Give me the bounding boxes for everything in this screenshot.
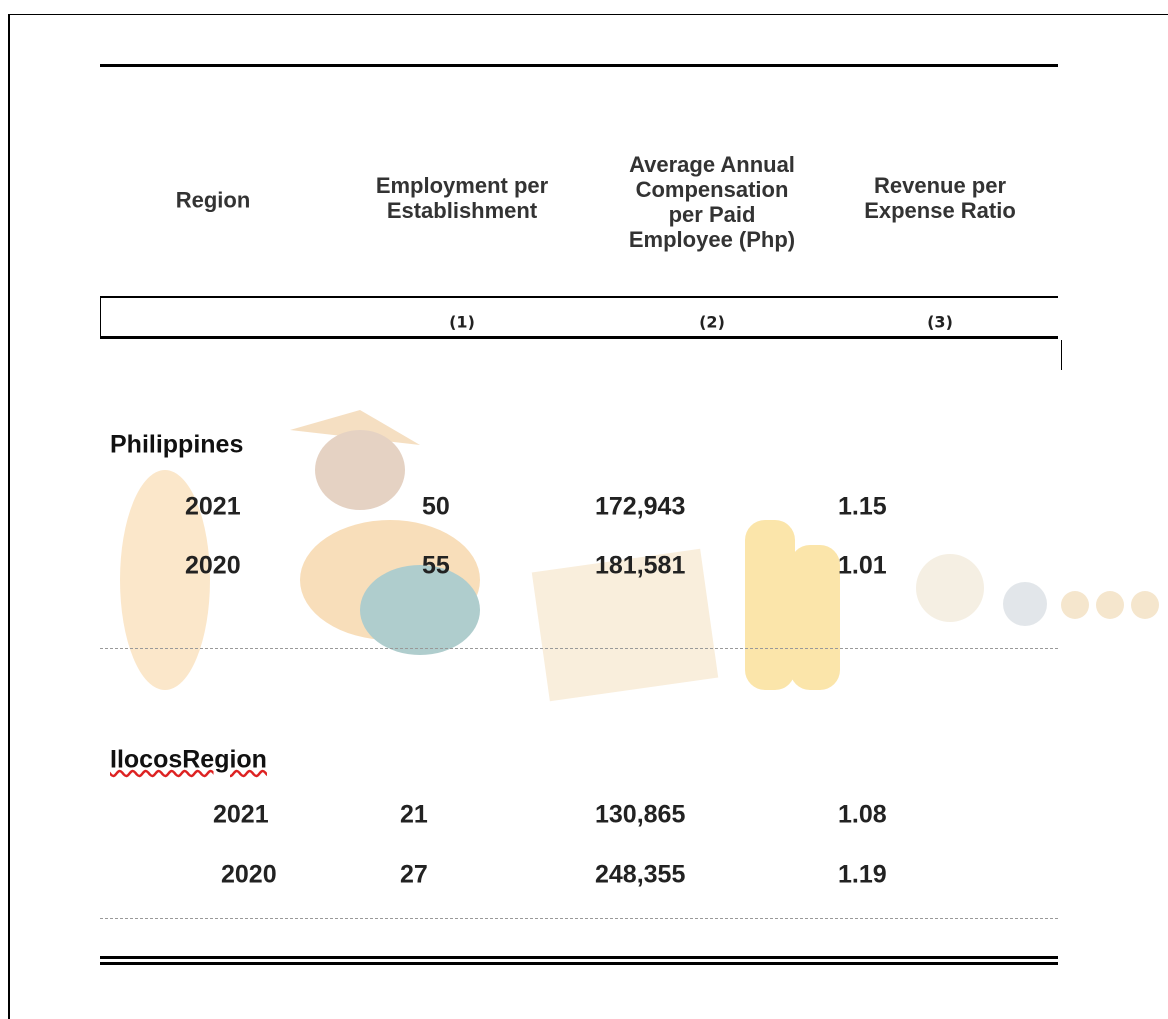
row-year: 2020 — [185, 552, 241, 581]
subheader-rule — [100, 336, 1058, 339]
table-cell: 55 — [422, 552, 450, 581]
column-number: (3) — [927, 313, 953, 332]
table-cell: 181,581 — [595, 552, 685, 581]
table-cell: 130,865 — [595, 801, 685, 830]
column-header: Revenue per Expense Ratio — [840, 173, 1040, 223]
separator — [100, 918, 1058, 919]
table-cell: 1.15 — [838, 493, 887, 522]
table-cell: 1.19 — [838, 861, 887, 890]
table-cell: 248,355 — [595, 861, 685, 890]
column-header: Employment per Establishment — [352, 173, 572, 223]
row-year: 2021 — [185, 493, 241, 522]
column-number: (2) — [699, 313, 725, 332]
table-cell: 50 — [422, 493, 450, 522]
row-year: 2021 — [213, 801, 269, 830]
top-rule — [100, 64, 1058, 67]
table-cell: 1.01 — [838, 552, 887, 581]
group-label: IlocosRegion — [110, 746, 267, 775]
table-cell: 172,943 — [595, 493, 685, 522]
decoration — [0, 0, 1168, 1019]
column-header: Region — [113, 188, 313, 213]
table-cell: 27 — [400, 861, 428, 890]
page: Region Employment per Establishment Aver… — [0, 0, 1168, 1019]
column-header: Average Annual Compensation per Paid Emp… — [628, 152, 796, 252]
bottom-rule — [100, 956, 1058, 959]
left-tick — [100, 297, 101, 338]
header-rule — [100, 296, 1058, 298]
table-cell: 1.08 — [838, 801, 887, 830]
separator — [100, 648, 1058, 649]
column-number: (1) — [449, 313, 475, 332]
group-label: Philippines — [110, 431, 243, 460]
table-cell: 21 — [400, 801, 428, 830]
right-tick — [1061, 340, 1062, 370]
bottom-rule — [100, 962, 1058, 965]
row-year: 2020 — [221, 861, 277, 890]
